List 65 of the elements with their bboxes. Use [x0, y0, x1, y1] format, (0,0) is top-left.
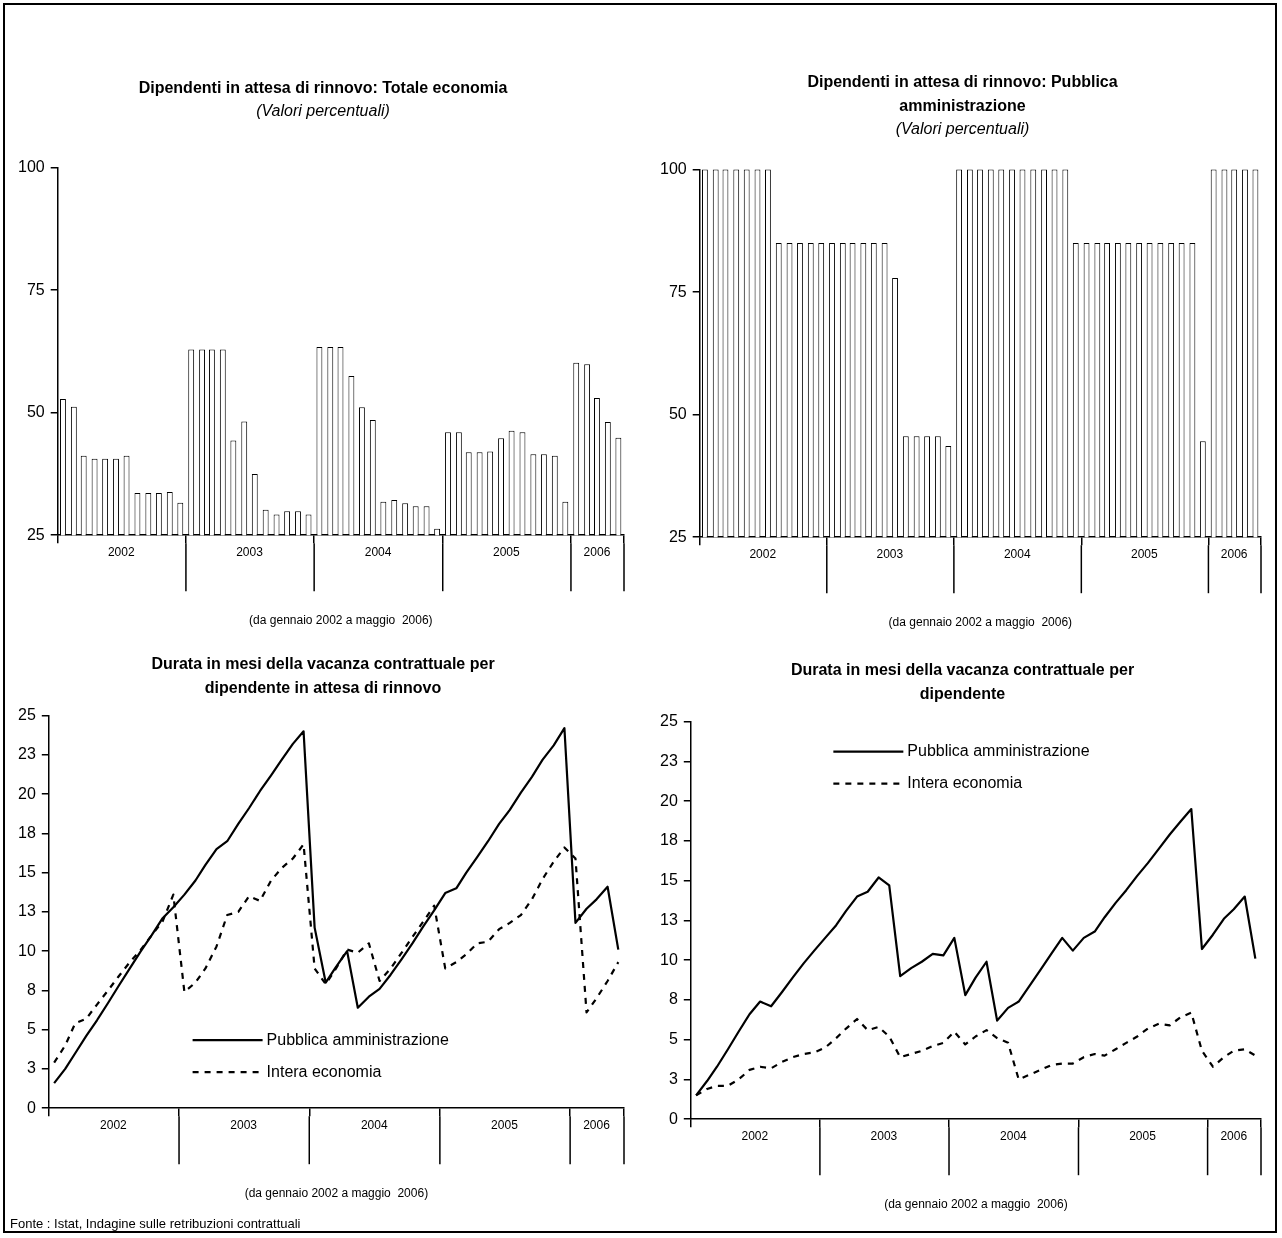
y-tick-label: 0 [668, 1109, 678, 1127]
y-tick-label: 20 [18, 784, 36, 802]
x-tick-label: 2005 [1129, 1128, 1157, 1143]
x-tick-label: 2005 [1131, 546, 1159, 561]
x-tick-label: 2002 [741, 1128, 769, 1143]
x-tick-label: 2003 [870, 1128, 898, 1143]
x-tick-label: 2006 [583, 1117, 611, 1132]
y-tick-label: 10 [660, 950, 678, 968]
y-tick-label: 15 [660, 871, 678, 889]
y-tick-label: 50 [26, 403, 45, 421]
x-axis-title: (da gennaio 2002 a maggio 2006) [249, 613, 433, 628]
y-tick-label: 13 [660, 910, 678, 928]
x-tick-label: 2006 [583, 544, 611, 559]
x-tick-label: 2002 [107, 544, 135, 559]
y-tick-label: 23 [18, 745, 36, 763]
y-tick-label: 50 [668, 405, 687, 423]
x-tick-label: 2004 [1003, 546, 1031, 561]
chart-title: Dipendenti in attesa di rinnovo: Totale economia [137, 78, 509, 98]
y-tick-label: 100 [659, 160, 687, 178]
y-tick-label: 3 [26, 1059, 36, 1077]
x-tick-label: 2002 [749, 546, 777, 561]
x-tick-label: 2003 [236, 544, 264, 559]
y-tick-label: 100 [17, 158, 45, 176]
y-tick-label: 75 [26, 280, 45, 298]
y-tick-label: 15 [18, 863, 36, 881]
y-tick-label: 20 [660, 791, 678, 809]
legend-label: Intera economia [266, 1062, 382, 1080]
y-tick-label: 25 [26, 525, 45, 543]
chart-subtitle: (Valori percentuali) [255, 101, 391, 121]
y-tick-label: 3 [668, 1069, 678, 1087]
y-tick-label: 10 [18, 941, 36, 959]
y-tick-label: 25 [660, 712, 678, 730]
x-axis-title: (da gennaio 2002 a maggio 2006) [244, 1186, 429, 1201]
x-tick-label: 2005 [491, 1117, 519, 1132]
y-tick-label: 5 [26, 1020, 36, 1038]
x-tick-label: 2004 [364, 544, 392, 559]
y-tick-label: 25 [668, 527, 687, 545]
legend-label: Intera economia [907, 774, 1023, 792]
x-tick-label: 2004 [360, 1117, 388, 1132]
legend-label: Pubblica amministrazione [266, 1030, 449, 1048]
x-tick-label: 2006 [1220, 546, 1248, 561]
chart-title: Durata in mesi della vacanza contrattuale per dipendente in attesa di rinnovo [150, 654, 496, 698]
y-tick-label: 13 [18, 902, 36, 920]
x-tick-label: 2005 [492, 544, 520, 559]
x-tick-label: 2003 [230, 1117, 258, 1132]
y-tick-label: 18 [660, 831, 678, 849]
y-tick-label: 25 [18, 706, 36, 724]
y-tick-label: 23 [660, 751, 678, 769]
y-tick-label: 5 [668, 1030, 678, 1048]
y-tick-label: 8 [26, 980, 36, 998]
source-note: Fonte : Istat, Indagine sulle retribuzioni contrattuali [10, 1216, 301, 1231]
y-tick-label: 18 [18, 823, 36, 841]
chart-title: Dipendenti in attesa di rinnovo: Pubblica amministrazione [806, 72, 1119, 116]
chart-title: Durata in mesi della vacanza contrattuale per dipendente [789, 660, 1136, 704]
legend-label: Pubblica amministrazione [907, 742, 1090, 760]
y-tick-label: 75 [668, 282, 687, 300]
y-tick-label: 0 [26, 1098, 36, 1116]
y-tick-label: 8 [668, 990, 678, 1008]
x-axis-title: (da gennaio 2002 a maggio 2006) [888, 615, 1073, 630]
x-tick-label: 2003 [876, 546, 904, 561]
x-tick-label: 2002 [100, 1117, 128, 1132]
chart-subtitle: (Valori percentuali) [894, 119, 1031, 139]
x-tick-label: 2006 [1220, 1128, 1248, 1143]
x-tick-label: 2004 [1000, 1128, 1028, 1143]
x-axis-title: (da gennaio 2002 a maggio 2006) [884, 1197, 1068, 1212]
